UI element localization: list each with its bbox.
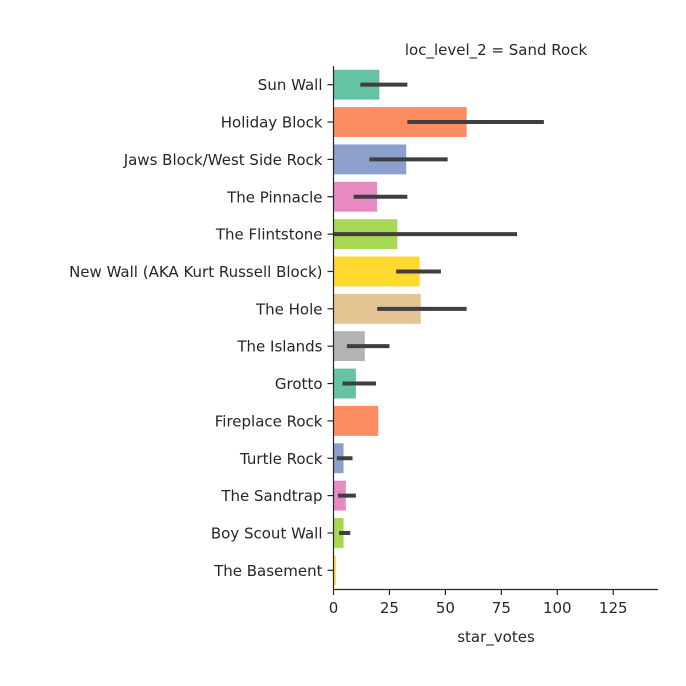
- y-tick-label: Jaws Block/West Side Rock: [123, 151, 323, 169]
- y-tick-label: New Wall (AKA Kurt Russell Block): [69, 263, 322, 281]
- x-tick-label: 125: [599, 599, 628, 617]
- y-tick-label: Fireplace Rock: [215, 412, 323, 430]
- bar: [333, 555, 336, 586]
- y-tick-label: Holiday Block: [221, 114, 323, 132]
- y-tick-label: The Sandtrap: [220, 487, 322, 505]
- bar: [333, 405, 379, 436]
- y-tick-label: The Flintstone: [215, 226, 323, 244]
- y-tick-label: The Islands: [236, 338, 322, 356]
- error-bars-group: [333, 82, 544, 535]
- x-tick-label: 0: [329, 599, 339, 617]
- bars-group: [333, 69, 467, 586]
- chart-title: loc_level_2 = Sand Rock: [405, 41, 588, 60]
- y-tick-label: Boy Scout Wall: [211, 524, 323, 542]
- y-tick-label: The Hole: [255, 300, 323, 318]
- bar: [333, 518, 344, 548]
- x-axis-ticks: 0 25 50 75 100 125: [329, 589, 628, 617]
- x-tick-label: 50: [436, 599, 455, 617]
- x-tick-label: 75: [492, 599, 511, 617]
- y-tick-label: Sun Wall: [258, 76, 323, 94]
- x-tick-label: 100: [543, 599, 572, 617]
- y-tick-label: Grotto: [275, 375, 323, 393]
- x-tick-label: 25: [380, 599, 399, 617]
- y-tick-label: The Basement: [213, 562, 323, 580]
- y-axis-ticks: Sun Wall Holiday Block Jaws Block/West Sid…: [69, 76, 334, 580]
- y-tick-label: The Pinnacle: [226, 188, 322, 206]
- y-tick-label: Turtle Rock: [239, 450, 323, 468]
- x-axis-label: star_votes: [457, 628, 535, 647]
